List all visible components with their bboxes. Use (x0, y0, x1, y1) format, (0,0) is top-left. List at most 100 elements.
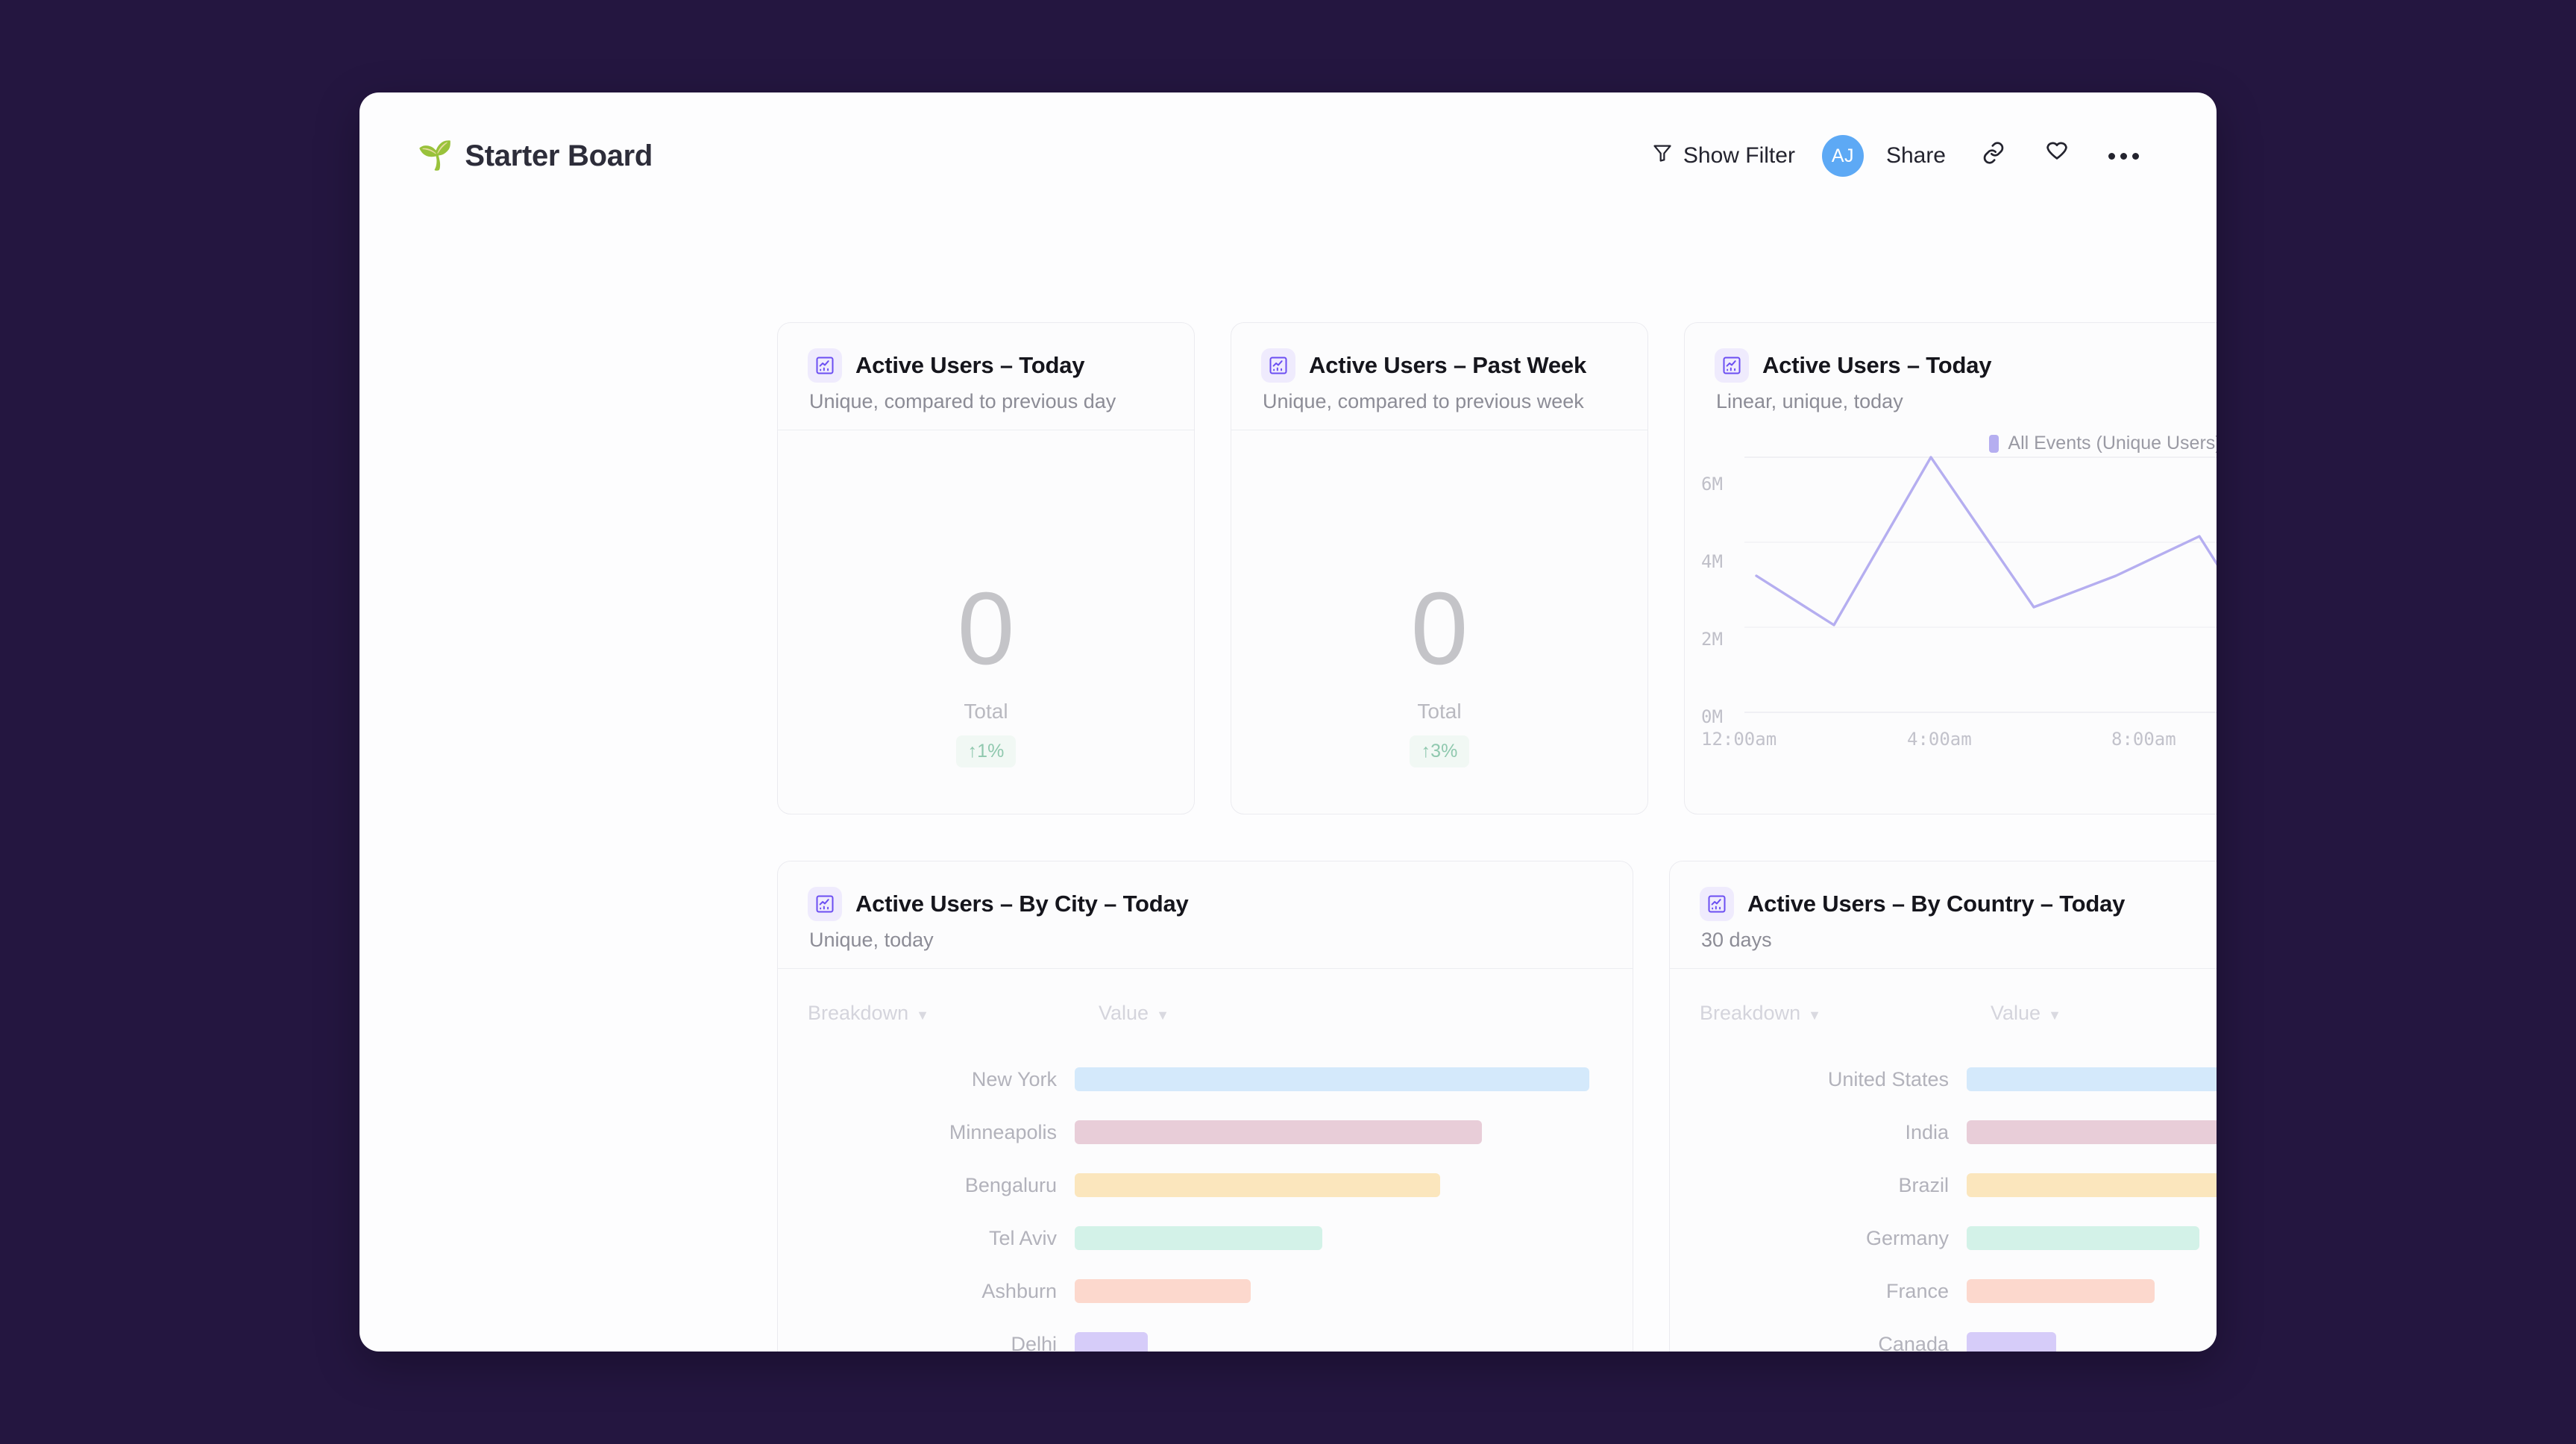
favorite-button[interactable] (2025, 133, 2089, 179)
link-icon (1982, 141, 2005, 171)
x-tick-label: 8:00am (2111, 729, 2176, 750)
bar (1075, 1226, 1322, 1250)
bar-label: Tel Aviv (988, 1226, 1057, 1249)
chevron-down-icon: ▼ (2048, 1008, 2061, 1023)
metric-delta-badge: ↑1% (955, 735, 1017, 767)
board-title-group: 🌱 Starter Board (418, 139, 653, 173)
chevron-down-icon: ▼ (1808, 1008, 1821, 1023)
card-subtitle: Linear, unique, today (1716, 390, 1903, 412)
card-header: Active Users – Today Unique, compared to… (778, 323, 1194, 430)
bar (1075, 1067, 1589, 1091)
bar-label: Ashburn (981, 1279, 1057, 1302)
more-options-button[interactable] (2089, 145, 2158, 167)
dashboard-row-bottom: Active Users – By City – Today Unique, t… (777, 861, 2217, 1352)
card-subtitle: Unique, compared to previous week (1263, 390, 1584, 412)
metric-label: Total (1417, 699, 1462, 723)
avatar[interactable]: AJ (1821, 135, 1864, 177)
funnel-icon (1652, 142, 1673, 169)
breakdown-column-header[interactable]: Breakdown ▼ (778, 1002, 1099, 1025)
breakdown-column-header[interactable]: Breakdown ▼ (1670, 1002, 1991, 1025)
list-item[interactable]: Minneapolis (778, 1111, 1633, 1154)
card-title: Active Users – By City – Today (855, 891, 1189, 917)
breakdown-table-header: Breakdown ▼ Value ▼ (1670, 969, 2217, 1041)
y-tick-label: 4M (1701, 551, 1723, 572)
share-button[interactable]: Share (1870, 136, 1962, 176)
card-active-users-past-week[interactable]: Active Users – Past Week Unique, compare… (1231, 322, 1648, 814)
card-active-users-by-city[interactable]: Active Users – By City – Today Unique, t… (777, 861, 1633, 1352)
line-chart-svg (1744, 456, 2217, 713)
y-tick-label: 6M (1701, 474, 1723, 495)
chart-box-icon (1700, 887, 1734, 921)
breakdown-column-label: Breakdown (1700, 1002, 1801, 1024)
card-subtitle: Unique, compared to previous day (809, 390, 1116, 412)
list-item[interactable]: New York (778, 1058, 1633, 1101)
card-title: Active Users – Today (855, 352, 1085, 378)
line-chart-area[interactable]: 6M 4M 2M 0M 12:00am 4:00am (1685, 454, 2217, 797)
card-title: Active Users – By Country – Today (1747, 891, 2126, 917)
bar-label: Germany (1865, 1226, 1949, 1249)
breakdown-table-header: Breakdown ▼ Value ▼ (778, 969, 1633, 1041)
bar (1075, 1173, 1440, 1197)
y-tick-label: 0M (1701, 706, 1723, 727)
value-column-label: Value (1991, 1002, 2041, 1024)
copy-link-button[interactable] (1962, 134, 2025, 178)
bar-label: United States (1827, 1067, 1949, 1090)
card-title: Active Users – Today (1762, 352, 1992, 378)
bar-label: Canada (1878, 1332, 1949, 1352)
list-item[interactable]: Ashburn (778, 1269, 1633, 1313)
bar (1967, 1120, 2217, 1144)
page-title: Starter Board (465, 139, 653, 172)
bar (1967, 1279, 2155, 1303)
card-header: Active Users – By Country – Today 30 day… (1670, 861, 2217, 968)
board-window: 🌱 Starter Board Show Filter AJ Share (359, 92, 2217, 1352)
bar-label: Bengaluru (964, 1173, 1057, 1196)
bar (1075, 1332, 1148, 1352)
card-header: Active Users – Past Week Unique, compare… (1231, 323, 1647, 430)
list-item[interactable]: Delhi (778, 1322, 1633, 1352)
legend-label: All Events (Unique Users) (2008, 433, 2217, 453)
list-item[interactable]: Germany (1670, 1217, 2217, 1260)
card-subtitle: Unique, today (809, 929, 934, 951)
chart-legend: All Events (Unique Users) (1685, 433, 2217, 454)
bar (1075, 1279, 1251, 1303)
list-item[interactable]: Bengaluru (778, 1164, 1633, 1207)
chart-box-icon (808, 348, 842, 383)
board-header: 🌱 Starter Board Show Filter AJ Share (359, 92, 2217, 219)
bar-label: Brazil (1898, 1173, 1949, 1196)
chevron-down-icon: ▼ (1156, 1008, 1169, 1023)
card-subtitle: 30 days (1701, 929, 1772, 951)
bar (1967, 1332, 2056, 1352)
list-item[interactable]: Tel Aviv (778, 1217, 1633, 1260)
value-column-label: Value (1099, 1002, 1149, 1024)
breakdown-column-label: Breakdown (808, 1002, 909, 1024)
card-active-users-line-chart[interactable]: Active Users – Today Linear, unique, tod… (1684, 322, 2217, 814)
bar-label: India (1905, 1120, 1949, 1143)
chart-box-icon (1715, 348, 1749, 383)
share-label: Share (1885, 143, 1946, 168)
bar (1967, 1226, 2199, 1250)
chevron-down-icon: ▼ (916, 1008, 929, 1023)
value-column-header[interactable]: Value ▼ (1991, 1002, 2061, 1025)
show-filter-button[interactable]: Show Filter (1636, 135, 1812, 177)
metric-value: 0 (957, 571, 1015, 686)
value-column-header[interactable]: Value ▼ (1099, 1002, 1169, 1025)
list-item[interactable]: United States (1670, 1058, 2217, 1101)
bar-label: Minneapolis (949, 1120, 1057, 1143)
y-tick-label: 2M (1701, 629, 1723, 650)
list-item[interactable]: Brazil (1670, 1164, 2217, 1207)
list-item[interactable]: France (1670, 1269, 2217, 1313)
x-tick-label: 4:00am (1907, 729, 1972, 750)
card-divider (778, 968, 1633, 969)
heart-icon (2044, 140, 2070, 172)
bar (1075, 1120, 1482, 1144)
dashboard-row-top: Active Users – Today Unique, compared to… (777, 322, 2217, 814)
metric-body: 0 Total ↑1% (778, 430, 1194, 814)
card-active-users-today[interactable]: Active Users – Today Unique, compared to… (777, 322, 1195, 814)
legend-swatch-icon (1989, 434, 1999, 453)
metric-label: Total (964, 699, 1008, 723)
list-item[interactable]: India (1670, 1111, 2217, 1154)
list-item[interactable]: Canada (1670, 1322, 2217, 1352)
chart-box-icon (808, 887, 842, 921)
card-title: Active Users – Past Week (1309, 352, 1587, 378)
card-active-users-by-country[interactable]: Active Users – By Country – Today 30 day… (1669, 861, 2217, 1352)
